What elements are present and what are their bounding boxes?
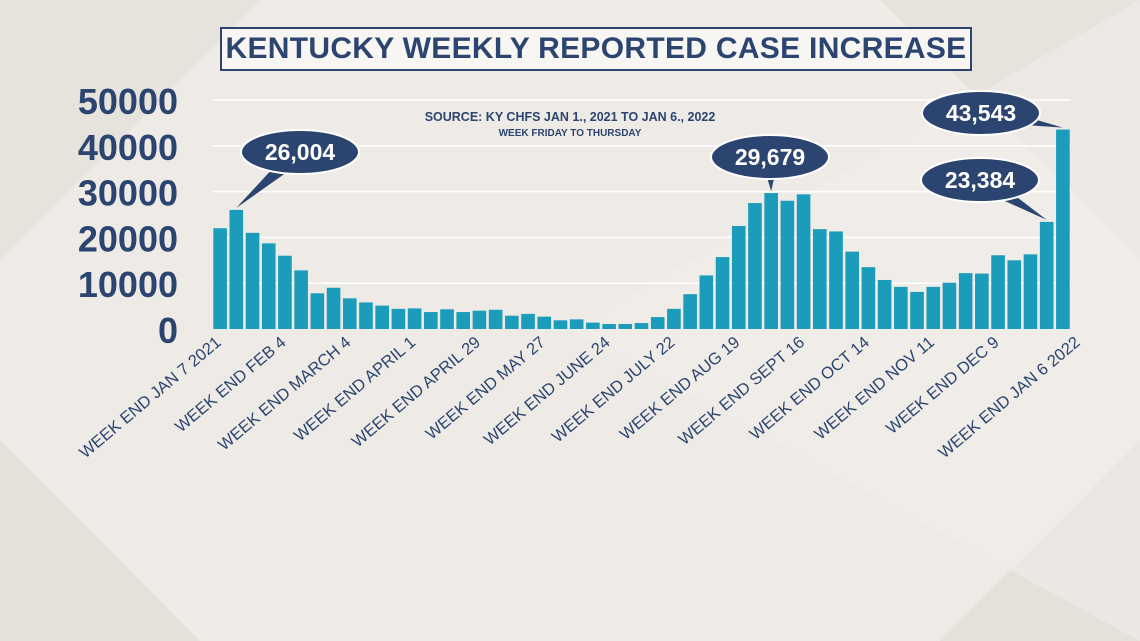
bar xyxy=(1023,254,1038,329)
bar xyxy=(342,298,357,329)
bar xyxy=(877,279,892,329)
bar xyxy=(845,251,860,329)
week-definition-note: WEEK FRIDAY TO THURSDAY xyxy=(498,128,642,139)
bar xyxy=(910,291,924,329)
bar xyxy=(634,323,649,329)
x-tick-label: WEEK END NOV 11 xyxy=(811,333,938,443)
bar xyxy=(942,282,957,329)
bar xyxy=(391,308,406,329)
bar xyxy=(553,320,568,329)
bar xyxy=(796,194,811,329)
bar xyxy=(359,302,373,329)
y-tick-label: 50000 xyxy=(78,81,178,122)
bar xyxy=(278,255,292,329)
y-tick-label: 10000 xyxy=(78,264,178,305)
bar xyxy=(375,305,389,329)
bar xyxy=(667,308,681,329)
bar xyxy=(294,270,308,329)
callout: 43,543 xyxy=(921,90,1063,136)
x-tick-label: WEEK END SEPT 16 xyxy=(675,333,808,449)
x-tick-label: WEEK END OCT 14 xyxy=(746,333,873,443)
bar xyxy=(537,316,552,329)
x-tick-label: WEEK END JAN 6 2022 xyxy=(935,333,1084,462)
bar xyxy=(812,229,827,329)
bars xyxy=(213,129,1070,329)
callouts: 26,004 29,679 23,384 43,543 xyxy=(236,90,1063,220)
bar xyxy=(894,286,908,329)
bar xyxy=(505,315,519,329)
bar xyxy=(780,200,795,329)
callout-bubble xyxy=(920,157,1040,203)
bar xyxy=(472,310,487,329)
bar xyxy=(1056,129,1070,329)
bar xyxy=(488,309,503,329)
bar xyxy=(926,286,941,329)
callout-bubble xyxy=(921,90,1041,136)
x-tick-label: WEEK END APRIL 29 xyxy=(349,333,484,451)
callout-label: 23,384 xyxy=(945,167,1016,193)
bar xyxy=(423,312,438,329)
bar xyxy=(602,323,616,329)
callout: 26,004 xyxy=(236,129,360,208)
bar xyxy=(991,255,1005,329)
bar xyxy=(748,203,762,329)
bar xyxy=(326,287,341,329)
y-tick-label: 0 xyxy=(158,310,178,351)
bar xyxy=(975,273,989,329)
bar xyxy=(861,267,876,329)
callout-bubble xyxy=(240,129,360,175)
bar xyxy=(213,228,227,329)
bar xyxy=(958,273,973,329)
bar xyxy=(1039,221,1054,329)
bar xyxy=(829,231,843,329)
bar xyxy=(245,232,260,329)
source-note: SOURCE: KY CHFS JAN 1., 2021 TO JAN 6., … xyxy=(424,110,716,124)
bar xyxy=(715,257,730,329)
y-tick-label: 20000 xyxy=(78,218,178,259)
x-tick-label: WEEK END MARCH 4 xyxy=(215,333,354,454)
bar xyxy=(261,243,276,329)
x-tick-label: WEEK END JULY 22 xyxy=(549,333,679,446)
x-tick-label: WEEK END MAY 27 xyxy=(423,333,549,443)
bar xyxy=(731,225,746,329)
bar xyxy=(569,319,584,329)
bar xyxy=(310,293,325,329)
callout-label: 29,679 xyxy=(735,144,805,170)
bar xyxy=(618,323,633,329)
bar xyxy=(586,322,600,329)
bar xyxy=(229,209,244,329)
bar xyxy=(699,275,714,329)
x-tick-label: WEEK END APRIL 1 xyxy=(291,333,419,445)
x-tick-label: WEEK END AUG 19 xyxy=(617,333,744,443)
x-tick-label: WEEK END FEB 4 xyxy=(172,333,290,436)
y-tick-label: 40000 xyxy=(78,127,178,168)
bar xyxy=(1007,260,1022,329)
x-tick-label: WEEK END JUNE 24 xyxy=(481,333,614,449)
bar xyxy=(683,294,697,329)
bar xyxy=(764,193,778,329)
bar xyxy=(407,308,422,329)
chart-title: KENTUCKY WEEKLY REPORTED CASE INCREASE xyxy=(220,27,972,71)
callout-label: 43,543 xyxy=(946,100,1016,126)
y-tick-label: 30000 xyxy=(78,173,178,214)
bar xyxy=(521,313,535,329)
callout-bubble xyxy=(710,134,830,180)
bar xyxy=(456,312,471,329)
bar xyxy=(650,317,665,329)
callout: 23,384 xyxy=(920,157,1047,220)
callout: 29,679 xyxy=(710,134,830,192)
callout-label: 26,004 xyxy=(265,139,336,165)
bar xyxy=(440,309,454,329)
